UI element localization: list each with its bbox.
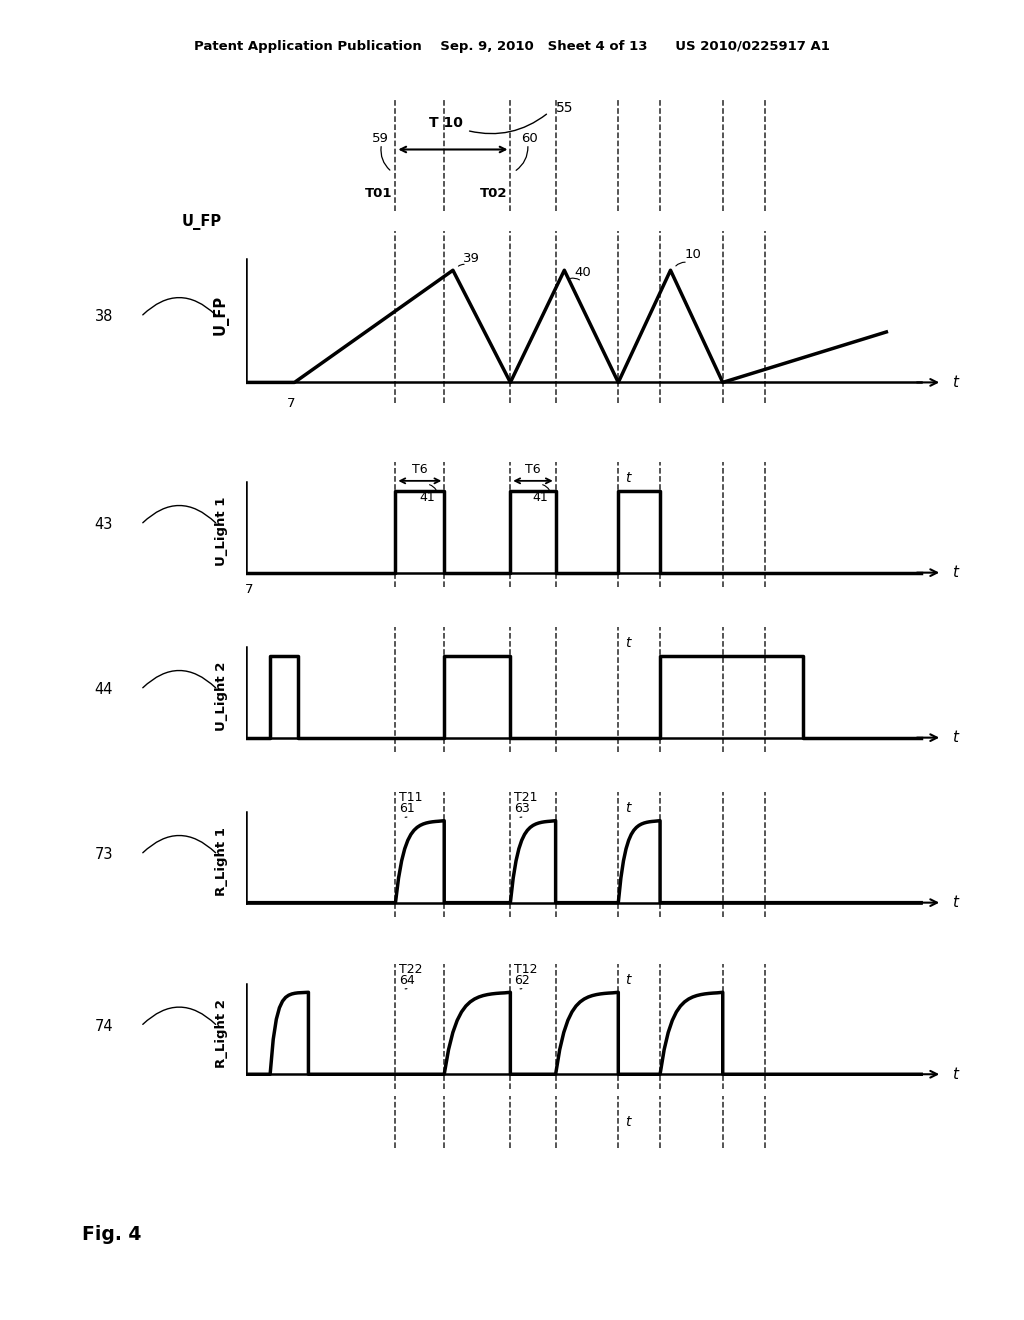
Text: 7: 7 — [287, 397, 295, 411]
Text: T02: T02 — [479, 186, 507, 199]
Text: 44: 44 — [94, 682, 114, 697]
Text: 39: 39 — [463, 252, 480, 264]
Text: 55: 55 — [556, 100, 573, 115]
Text: T01: T01 — [365, 186, 392, 199]
Text: 63: 63 — [514, 803, 529, 814]
Text: t: t — [952, 1067, 958, 1082]
Text: T12: T12 — [514, 962, 538, 975]
Text: 41: 41 — [419, 491, 434, 504]
Text: t: t — [952, 565, 958, 581]
Text: U_Light 1: U_Light 1 — [215, 496, 228, 566]
Text: t: t — [952, 895, 958, 911]
Text: Fig. 4: Fig. 4 — [82, 1225, 141, 1243]
Text: U_FP: U_FP — [181, 214, 221, 231]
Text: U_Light 2: U_Light 2 — [215, 661, 228, 731]
Text: U_FP: U_FP — [212, 296, 228, 335]
Text: 38: 38 — [94, 309, 113, 325]
Text: R_Light 1: R_Light 1 — [215, 828, 228, 896]
Text: 64: 64 — [399, 974, 415, 986]
Text: T6: T6 — [412, 463, 428, 477]
Text: t: t — [952, 375, 958, 389]
Text: 10: 10 — [684, 248, 701, 261]
Text: t: t — [952, 730, 958, 746]
Text: 62: 62 — [514, 974, 529, 986]
Text: t: t — [626, 973, 631, 987]
Text: T6: T6 — [525, 463, 541, 477]
Text: 61: 61 — [399, 803, 415, 814]
Text: t: t — [626, 636, 631, 651]
Text: Patent Application Publication    Sep. 9, 2010   Sheet 4 of 13      US 2010/0225: Patent Application Publication Sep. 9, 2… — [195, 40, 829, 53]
Text: T11: T11 — [399, 791, 423, 804]
Text: T22: T22 — [399, 962, 423, 975]
Text: 59: 59 — [372, 132, 388, 145]
Text: 41: 41 — [532, 491, 548, 504]
Text: 73: 73 — [94, 847, 114, 862]
Text: R_Light 2: R_Light 2 — [215, 999, 228, 1068]
Text: 60: 60 — [521, 132, 538, 145]
Text: t: t — [626, 1115, 631, 1129]
Text: 43: 43 — [94, 517, 113, 532]
Text: T21: T21 — [514, 791, 538, 804]
Text: t: t — [626, 471, 631, 486]
Text: t: t — [626, 801, 631, 816]
Text: 7: 7 — [245, 583, 254, 597]
Text: T 10: T 10 — [429, 116, 463, 131]
Text: 40: 40 — [574, 267, 592, 280]
Text: 74: 74 — [94, 1019, 114, 1034]
